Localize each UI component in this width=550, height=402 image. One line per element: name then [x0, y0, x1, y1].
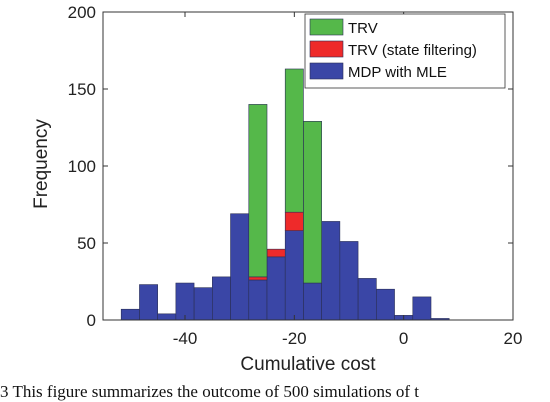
y-tick-label: 0 [87, 311, 96, 330]
legend-entry-label: MDP with MLE [348, 64, 447, 81]
x-axis-label: Cumulative cost [240, 354, 376, 375]
bar-trv-10 [303, 121, 322, 284]
bar-mdp-with-mle-2 [157, 313, 177, 321]
bar-trv-state-filtering-7 [248, 276, 268, 281]
bar-mdp-with-mle-9 [284, 230, 304, 321]
bar-mdp-with-mle-7 [248, 279, 268, 321]
bar-mdp-with-mle-14 [376, 288, 395, 321]
bar-trv-state-filtering-8 [266, 248, 286, 258]
bar-trv-state-filtering-9 [284, 211, 304, 231]
x-tick-label: 0 [399, 329, 408, 348]
y-tick-label: 100 [68, 157, 96, 176]
bar-mdp-with-mle-4 [193, 287, 213, 321]
bar-mdp-with-mle-3 [175, 282, 195, 321]
bar-mdp-with-mle-13 [357, 278, 377, 321]
legend-swatch [309, 40, 344, 58]
bar-mdp-with-mle-10 [303, 282, 322, 321]
bar-trv-9 [284, 68, 304, 213]
legend: TRV TRV (state filtering) MDP with MLE [304, 13, 506, 89]
bar-mdp-with-mle-0 [120, 308, 140, 321]
bar-trv-7 [248, 104, 268, 278]
legend-entry-label: TRV [348, 20, 378, 37]
x-tick-label: -40 [173, 329, 198, 348]
y-tick-label: 50 [77, 234, 96, 253]
legend-entry-label: TRV (state filtering) [348, 42, 477, 59]
bar-mdp-with-mle-16 [412, 296, 432, 321]
x-tick-label: 20 [504, 329, 523, 348]
y-axis-label: Frequency [31, 119, 52, 209]
legend-swatch [309, 18, 344, 36]
figure-caption: 3 This figure summarizes the outcome of … [0, 382, 419, 401]
legend-swatch [309, 62, 344, 80]
bars-layer [120, 68, 450, 321]
y-tick-label: 200 [68, 3, 96, 22]
x-tick-label: -20 [282, 329, 307, 348]
bar-mdp-with-mle-11 [321, 221, 341, 321]
y-tick-label: 150 [68, 80, 96, 99]
bar-mdp-with-mle-12 [339, 241, 359, 321]
bar-mdp-with-mle-1 [139, 284, 158, 321]
bar-mdp-with-mle-6 [230, 213, 250, 321]
bar-mdp-with-mle-5 [212, 276, 231, 321]
bar-mdp-with-mle-8 [266, 256, 286, 321]
